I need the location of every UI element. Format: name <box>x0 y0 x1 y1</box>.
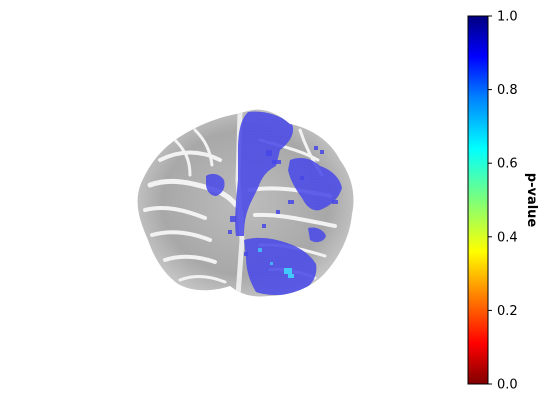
colorbar-tick-label: 1.0 <box>497 10 518 25</box>
colorbar-label: p-value <box>524 173 539 228</box>
colorbar-tick-label: 0.4 <box>497 230 518 245</box>
colorbar-tick-label: 0.2 <box>497 304 518 319</box>
colorbar: 0.0 0.2 0.4 0.6 0.8 1.0 p-value <box>468 10 539 393</box>
colorbar-tick-label: 0.0 <box>497 378 518 393</box>
colorbar-ticks: 0.0 0.2 0.4 0.6 0.8 1.0 <box>488 10 518 393</box>
colorbar-tick-label: 0.6 <box>497 157 518 172</box>
colorbar-gradient <box>468 16 488 384</box>
colorbar-tick-label: 0.8 <box>497 83 518 98</box>
